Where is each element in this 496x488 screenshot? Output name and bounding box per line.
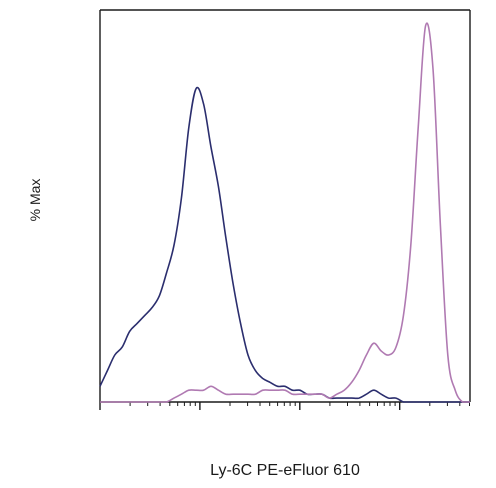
- x-axis-label: Ly-6C PE-eFluor 610: [210, 462, 360, 479]
- histogram-series-2: [100, 22, 470, 403]
- x-axis-ticks: [99, 402, 470, 410]
- series-layer: [99, 22, 470, 403]
- histogram-series-1: [99, 86, 470, 403]
- plot-frame: [99, 9, 471, 403]
- y-axis-label: % Max: [27, 179, 43, 222]
